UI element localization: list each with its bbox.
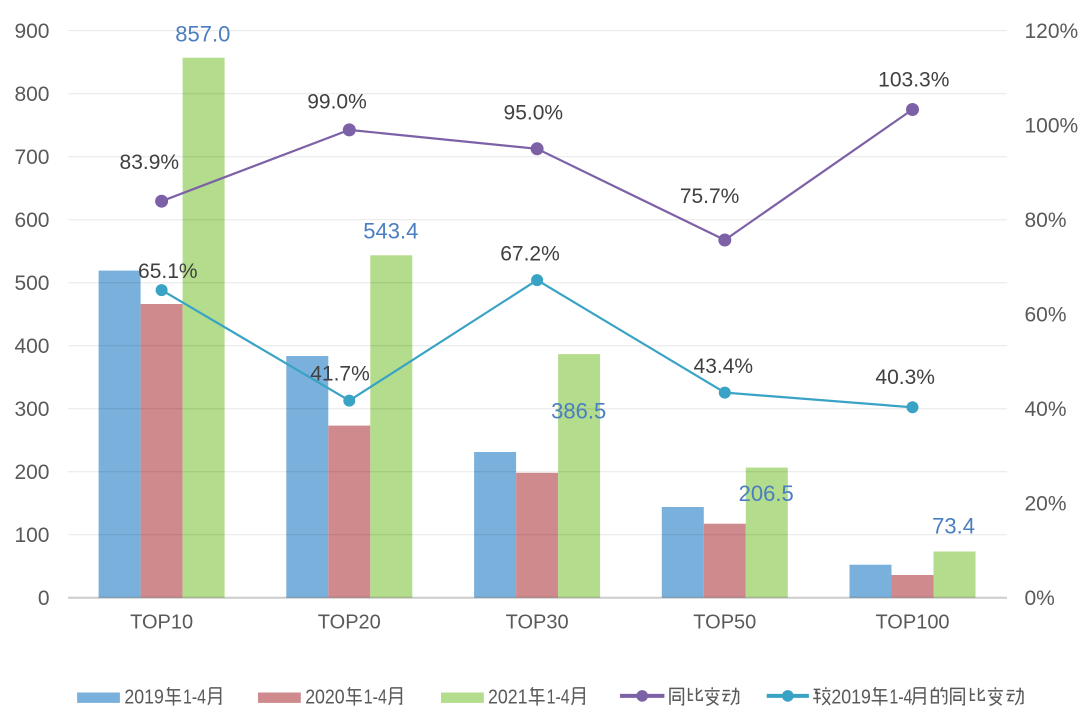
svg-text:700: 700 bbox=[14, 146, 49, 169]
svg-text:0%: 0% bbox=[1025, 587, 1055, 610]
svg-text:83.9%: 83.9% bbox=[120, 151, 180, 174]
svg-text:386.5: 386.5 bbox=[551, 398, 606, 423]
svg-text:73.4: 73.4 bbox=[932, 513, 975, 538]
svg-text:600: 600 bbox=[14, 209, 49, 232]
svg-text:TOP30: TOP30 bbox=[506, 611, 569, 633]
svg-text:43.4%: 43.4% bbox=[694, 355, 754, 378]
svg-text:TOP20: TOP20 bbox=[318, 611, 381, 633]
svg-text:1-4: 1-4 bbox=[364, 687, 387, 709]
svg-text:100: 100 bbox=[14, 524, 49, 547]
svg-text:1-4: 1-4 bbox=[547, 687, 570, 709]
svg-text:TOP100: TOP100 bbox=[875, 611, 949, 633]
svg-text:60%: 60% bbox=[1025, 304, 1067, 327]
svg-text:40%: 40% bbox=[1025, 398, 1067, 421]
svg-text:65.1%: 65.1% bbox=[138, 260, 198, 283]
svg-text:40.3%: 40.3% bbox=[875, 366, 935, 389]
svg-text:543.4: 543.4 bbox=[363, 219, 418, 244]
svg-text:400: 400 bbox=[14, 335, 49, 358]
svg-text:80%: 80% bbox=[1025, 209, 1067, 232]
svg-text:200: 200 bbox=[14, 461, 49, 484]
svg-text:0: 0 bbox=[38, 587, 50, 610]
svg-text:120%: 120% bbox=[1025, 20, 1079, 43]
svg-text:2019: 2019 bbox=[831, 687, 871, 709]
svg-text:857.0: 857.0 bbox=[175, 22, 230, 47]
svg-text:75.7%: 75.7% bbox=[680, 185, 740, 208]
svg-text:67.2%: 67.2% bbox=[500, 242, 560, 265]
svg-text:2020: 2020 bbox=[305, 687, 345, 709]
svg-text:1-4: 1-4 bbox=[889, 687, 912, 709]
svg-text:41.7%: 41.7% bbox=[310, 362, 370, 385]
svg-text:500: 500 bbox=[14, 272, 49, 295]
svg-text:2021: 2021 bbox=[488, 687, 528, 709]
svg-text:1-4: 1-4 bbox=[183, 687, 206, 709]
svg-text:103.3%: 103.3% bbox=[878, 68, 949, 91]
svg-text:900: 900 bbox=[14, 20, 49, 43]
svg-text:95.0%: 95.0% bbox=[504, 102, 564, 125]
svg-text:800: 800 bbox=[14, 83, 49, 106]
svg-text:100%: 100% bbox=[1025, 115, 1079, 138]
svg-text:20%: 20% bbox=[1025, 493, 1067, 516]
svg-text:99.0%: 99.0% bbox=[307, 90, 367, 113]
svg-text:206.5: 206.5 bbox=[739, 481, 794, 506]
svg-text:TOP10: TOP10 bbox=[130, 611, 193, 633]
svg-text:300: 300 bbox=[14, 398, 49, 421]
svg-text:2019: 2019 bbox=[124, 687, 163, 709]
svg-text:TOP50: TOP50 bbox=[693, 611, 756, 633]
